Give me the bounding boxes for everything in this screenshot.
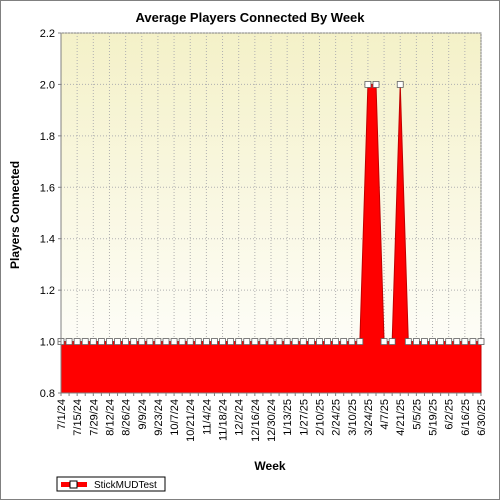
- data-point: [162, 338, 170, 345]
- y-tick-label: 1.4: [40, 234, 55, 246]
- x-tick-label: 3/10/25: [347, 399, 359, 436]
- legend-marker: [69, 480, 78, 489]
- x-tick-label: 10/7/24: [169, 399, 181, 436]
- grid: [60, 32, 482, 394]
- legend: StickMUDTest: [56, 476, 166, 492]
- x-tick-label: 2/24/25: [331, 399, 343, 436]
- data-point: [348, 338, 356, 345]
- data-point: [89, 338, 97, 345]
- y-tick-label: 1.2: [40, 285, 55, 297]
- data-point: [307, 338, 315, 345]
- data-point: [356, 338, 364, 345]
- data-point: [477, 338, 485, 345]
- x-tick-label: 3/24/25: [363, 399, 375, 436]
- y-axis-label: Players Connected: [8, 161, 22, 269]
- data-point: [114, 338, 121, 345]
- chart-title: Average Players Connected By Week: [135, 10, 365, 25]
- x-tick-label: 7/29/24: [88, 399, 100, 436]
- x-tick-label: 9/23/24: [153, 399, 165, 436]
- data-point: [186, 338, 194, 345]
- data-point: [461, 338, 469, 345]
- data-point: [340, 338, 348, 345]
- data-point: [299, 338, 307, 345]
- y-axis: 0.8 1.0 1.2 1.4 1.6 1.8 2.0 2.2: [40, 28, 62, 400]
- data-point: [227, 338, 235, 345]
- x-tick-label: 6/30/25: [476, 399, 488, 436]
- data-point: [97, 338, 105, 345]
- data-point: [81, 338, 89, 345]
- x-tick-label: 7/15/24: [72, 399, 84, 436]
- x-tick-label: 6/2/25: [444, 399, 456, 430]
- x-tick-label: 2/10/25: [314, 399, 326, 436]
- legend-box: [56, 476, 166, 492]
- y-tick-label: 2.0: [40, 79, 55, 91]
- y-tick-label: 0.8: [40, 388, 55, 400]
- data-point: [437, 338, 445, 345]
- data-point: [316, 338, 323, 345]
- data-point: [283, 338, 291, 345]
- data-point: [138, 338, 146, 345]
- x-tick-label: 6/16/25: [460, 399, 472, 436]
- data-point: [324, 338, 331, 345]
- data-point: [65, 338, 73, 345]
- data-point: [267, 338, 275, 345]
- y-tick-label: 2.2: [40, 28, 55, 40]
- data-point: [219, 338, 226, 345]
- data-point: [202, 338, 210, 345]
- x-axis-label: Week: [254, 459, 285, 473]
- data-point: [178, 338, 186, 345]
- data-point: [122, 338, 130, 345]
- x-tick-label: 10/21/24: [185, 399, 197, 442]
- data-point: [291, 338, 299, 345]
- x-axis: 7/1/24 7/15/24 7/29/24 8/12/24 8/26/24 9/9/24…: [56, 392, 488, 442]
- x-tick-label: 11/18/24: [218, 399, 230, 441]
- data-point: [243, 338, 251, 345]
- data-point: [372, 81, 380, 88]
- x-tick-label: 9/9/24: [137, 399, 149, 430]
- data-point: [130, 338, 138, 345]
- x-tick-label: 1/27/25: [298, 399, 310, 436]
- x-tick-label: 12/16/24: [250, 399, 262, 442]
- data-point: [73, 338, 81, 345]
- legend-label: StickMUDTest: [94, 480, 157, 491]
- data-point: [106, 338, 113, 345]
- data-point: [469, 338, 477, 345]
- y-tick-label: 1.6: [40, 182, 55, 194]
- data-point: [235, 338, 243, 345]
- x-tick-label: 8/12/24: [104, 399, 116, 436]
- data-point: [445, 338, 453, 345]
- data-point: [453, 338, 461, 345]
- data-point: [251, 338, 259, 345]
- x-tick-label: 5/19/25: [428, 399, 440, 436]
- x-tick-label: 5/5/25: [411, 399, 423, 430]
- data-point: [396, 81, 404, 88]
- data-point: [211, 338, 218, 345]
- x-tick-label: 4/7/25: [379, 399, 391, 430]
- x-tick-label: 4/21/25: [395, 399, 407, 436]
- x-tick-label: 1/13/25: [282, 399, 294, 436]
- data-point: [170, 338, 178, 345]
- data-point: [146, 338, 154, 345]
- x-tick-label: 7/1/24: [56, 399, 68, 430]
- data-point: [429, 338, 436, 345]
- data-point: [380, 338, 388, 345]
- x-tick-label: 12/2/24: [234, 399, 246, 436]
- x-tick-label: 12/30/24: [266, 399, 278, 442]
- data-point: [194, 338, 202, 345]
- y-tick-label: 1.8: [40, 131, 55, 143]
- data-point: [364, 81, 372, 88]
- y-tick-label: 1.0: [40, 337, 55, 349]
- data-point: [404, 338, 412, 345]
- x-tick-label: 11/4/24: [201, 399, 213, 435]
- data-point: [275, 338, 283, 345]
- data-point: [154, 338, 162, 345]
- data-point: [421, 338, 428, 345]
- data-point: [332, 338, 340, 345]
- data-point: [388, 338, 396, 345]
- data-point: [412, 338, 420, 345]
- data-point: [259, 338, 267, 345]
- x-tick-label: 8/26/24: [121, 399, 133, 436]
- series-points: [57, 81, 485, 345]
